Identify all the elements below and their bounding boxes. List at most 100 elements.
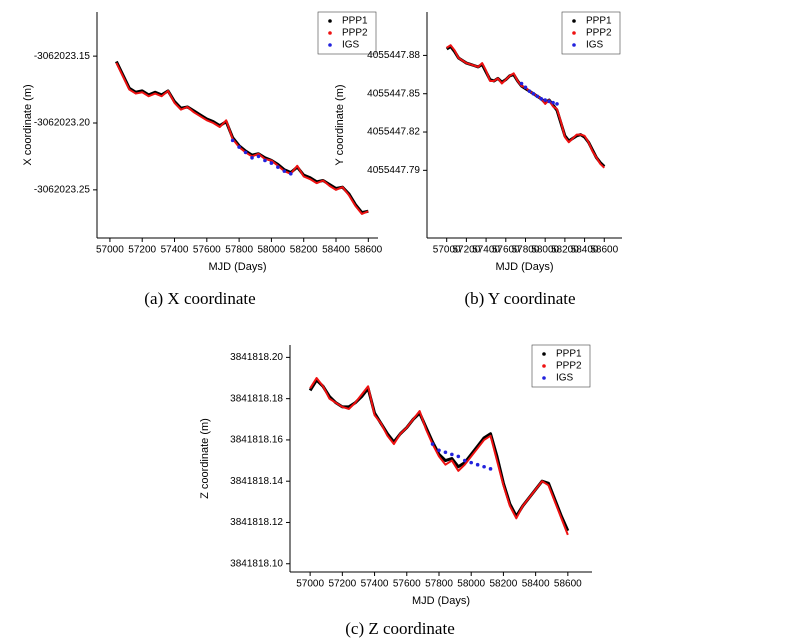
data-point — [437, 448, 441, 453]
data-point — [256, 154, 261, 159]
legend-label: PPP2 — [586, 28, 612, 39]
data-point — [475, 462, 480, 467]
x-tick-label: 57800 — [225, 245, 253, 256]
x-tick-label: 57400 — [161, 245, 189, 256]
x-tick-label: 57600 — [492, 245, 520, 256]
data-point — [276, 165, 280, 169]
x-tick-label: 58600 — [554, 579, 582, 590]
series-line — [309, 377, 569, 536]
series-line — [115, 62, 369, 215]
x-tick-label: 57200 — [328, 579, 356, 590]
data-point — [547, 99, 551, 104]
x-tick-label: 58200 — [290, 245, 318, 256]
legend-marker — [328, 31, 332, 35]
data-point — [531, 91, 536, 96]
data-point — [527, 89, 532, 93]
x-tick-label: 57400 — [361, 579, 389, 590]
data-point — [250, 155, 254, 160]
y-axis-title: Y coordinate (m) — [334, 84, 346, 165]
y-axis-title: Z coordinate (m) — [199, 418, 211, 499]
caption: (c) Z coordinate — [345, 619, 455, 638]
caption: (b) Y coordinate — [464, 289, 575, 308]
legend-box — [531, 344, 591, 388]
x-tick-label: 58600 — [354, 245, 382, 256]
legend-marker — [328, 43, 332, 47]
y-tick-label: 3841818.10 — [230, 558, 283, 569]
y-tick-label: 3841818.14 — [230, 476, 283, 487]
y-tick-label: 4055447.79 — [367, 165, 420, 176]
legend-label: IGS — [556, 373, 574, 384]
legend-marker — [572, 31, 576, 35]
data-point — [551, 100, 555, 105]
data-point — [535, 94, 540, 99]
series-line — [115, 60, 369, 215]
data-point — [543, 98, 547, 102]
y-axis-title: X coordinate (m) — [22, 84, 34, 165]
legend-marker — [542, 376, 546, 380]
data-point — [269, 161, 274, 165]
y-tick-label: -3062023.20 — [34, 118, 91, 129]
x-tick-label: 58000 — [258, 245, 286, 256]
legend-label: PPP2 — [556, 361, 582, 372]
x-axis-title: MJD (Days) — [495, 261, 553, 273]
x-tick-label: 58200 — [551, 245, 579, 256]
data-point — [230, 138, 235, 143]
y-tick-label: 3841818.18 — [230, 393, 283, 404]
legend-marker — [572, 43, 576, 47]
chart: -3062023.15 -3062023.20 -3062023.25 57000 57… — [22, 11, 383, 308]
legend-label: IGS — [342, 40, 360, 51]
y-tick-label: 3841818.20 — [230, 352, 283, 363]
series-line — [446, 44, 605, 169]
x-axis-title: MJD (Days) — [412, 595, 470, 607]
y-tick-label: 3841818.16 — [230, 435, 283, 446]
data-point — [237, 145, 241, 149]
x-tick-label: 58600 — [590, 245, 618, 256]
legend-marker — [572, 19, 576, 23]
data-point — [450, 452, 454, 457]
data-point — [519, 81, 524, 86]
legend-marker — [542, 364, 546, 368]
x-tick-label: 57000 — [96, 245, 124, 256]
x-tick-label: 57200 — [452, 245, 480, 256]
y-tick-label: 3841818.12 — [230, 517, 283, 528]
data-point — [443, 450, 448, 455]
data-point — [243, 150, 248, 155]
y-tick-label: -3062023.25 — [34, 184, 91, 195]
data-point — [462, 458, 467, 463]
chart: 4055447.88 4055447.85 4055447.82 4055447.79… — [334, 11, 622, 308]
data-point — [263, 158, 267, 163]
data-point — [523, 85, 528, 90]
x-tick-label: 57000 — [433, 245, 461, 256]
y-tick-label: 4055447.88 — [367, 50, 420, 61]
x-tick-label: 57400 — [472, 245, 500, 256]
legend-label: PPP1 — [342, 16, 368, 27]
x-axis-title: MJD (Days) — [208, 261, 266, 273]
legend-label: PPP1 — [556, 349, 582, 360]
x-tick-label: 58000 — [531, 245, 559, 256]
data-point — [482, 464, 486, 469]
data-point — [456, 454, 461, 459]
x-tick-label: 57600 — [193, 245, 221, 256]
legend-label: PPP2 — [342, 28, 368, 39]
x-tick-label: 57800 — [512, 245, 540, 256]
legend-label: PPP1 — [586, 16, 612, 27]
data-point — [469, 460, 474, 465]
data-point — [430, 442, 435, 446]
x-tick-label: 58000 — [457, 579, 485, 590]
legend-box — [561, 11, 621, 55]
x-tick-label: 57600 — [393, 579, 421, 590]
y-tick-label: 4055447.82 — [367, 127, 420, 138]
x-tick-label: 57200 — [128, 245, 156, 256]
caption: (a) X coordinate — [144, 289, 255, 308]
data-point — [555, 102, 559, 106]
legend-marker — [542, 352, 546, 356]
legend-label: IGS — [586, 40, 604, 51]
legend-box — [317, 11, 377, 55]
data-point — [539, 97, 544, 101]
data-point — [488, 467, 493, 471]
x-tick-label: 57800 — [425, 579, 453, 590]
